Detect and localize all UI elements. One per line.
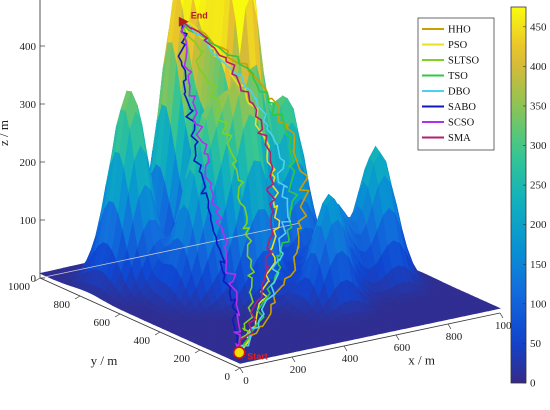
path-dbo (182, 21, 292, 353)
colorbar-tick-label: 50 (530, 338, 542, 350)
path-sma (182, 21, 276, 353)
terrain-surface (39, 0, 501, 364)
legend-entry: DBO (448, 87, 471, 98)
y-tick-label: 400 (134, 335, 151, 347)
x-tick-label: 600 (394, 342, 411, 354)
surface-cell (232, 0, 238, 18)
y-tick-mark (154, 331, 161, 336)
legend-entry: SMA (448, 133, 471, 144)
x-tick-label: 400 (342, 353, 359, 365)
y-tick-label: 0 (225, 371, 231, 383)
y-tick-label: 200 (174, 353, 191, 365)
axes: 0200400600800100002004006008001000010020… (0, 0, 518, 387)
path-hho (182, 21, 310, 353)
colorbar-tick-label: 0 (530, 378, 536, 390)
y-axis-line (39, 277, 241, 369)
legend-entry: SCSO (448, 118, 475, 129)
y-tick-mark (74, 295, 81, 300)
colorbar-tick-label: 300 (530, 140, 547, 152)
x-tick-mark (291, 356, 296, 363)
y-tick-mark (34, 277, 41, 282)
start-end-markers: Start End (178, 11, 268, 362)
path-sltso (182, 21, 255, 354)
y-tick-label: 600 (94, 317, 111, 329)
z-tick-label: 200 (20, 157, 37, 169)
colorbar-tick-label: 200 (530, 219, 547, 231)
x-tick-mark (343, 345, 348, 352)
y-tick-mark (114, 313, 121, 318)
colorbar-tick-label: 350 (530, 100, 547, 112)
x-axis-line (239, 312, 501, 369)
legend-entry: HHO (448, 25, 471, 36)
y-tick-mark (234, 367, 241, 372)
z-tick-label: 400 (20, 41, 37, 53)
y-tick-label: 800 (54, 299, 71, 311)
flight-paths (177, 20, 310, 354)
x-tick-label: 800 (446, 331, 463, 343)
y-axis-label: y / m (91, 353, 118, 368)
x-tick-mark (499, 312, 504, 319)
colorbar-tick-label: 450 (530, 21, 547, 33)
colorbar-tick-label: 100 (530, 298, 547, 310)
x-tick-mark (239, 367, 244, 374)
x-tick-mark (395, 334, 400, 341)
colorbar-tick-label: 250 (530, 180, 547, 192)
x-axis-label: x / m (408, 353, 435, 368)
end-marker (178, 16, 189, 27)
colorbar-tick-label: 150 (530, 259, 547, 271)
legend-entry: SLTSO (448, 56, 480, 67)
x-tick-label: 200 (290, 364, 307, 376)
path-tso (182, 21, 299, 353)
start-marker (232, 346, 246, 359)
z-tick-label: 300 (20, 99, 37, 111)
surface-cell (193, 0, 202, 16)
start-label: Start (247, 352, 268, 362)
legend: HHO PSO SLTSO TSO DBO SABO SCSO SMA (417, 17, 495, 151)
end-label: End (191, 11, 208, 21)
axis-wall-edge (39, 222, 301, 279)
legend-entry: SABO (448, 102, 476, 113)
x-tick-mark (447, 323, 452, 330)
y-tick-label: 1000 (8, 281, 31, 293)
legend-box (417, 17, 495, 151)
colorbar-tick-label: 400 (530, 61, 547, 73)
surface-cell (180, 0, 185, 8)
z-axis-label: z / m (0, 120, 11, 146)
path-scso (180, 21, 242, 353)
x-tick-label: 0 (243, 375, 249, 387)
z-tick-label: 100 (20, 215, 37, 227)
path-pso (182, 20, 281, 354)
legend-entry: TSO (448, 71, 468, 82)
colorbar-bar (510, 6, 527, 384)
y-tick-mark (194, 349, 201, 354)
legend-entry: PSO (448, 40, 468, 51)
z-tick-label: 0 (31, 273, 37, 285)
surface-cell (488, 305, 501, 310)
path-sabo (177, 21, 241, 353)
colorbar: 0 50 100 150 200 250 300 350 400 450 (510, 6, 547, 390)
